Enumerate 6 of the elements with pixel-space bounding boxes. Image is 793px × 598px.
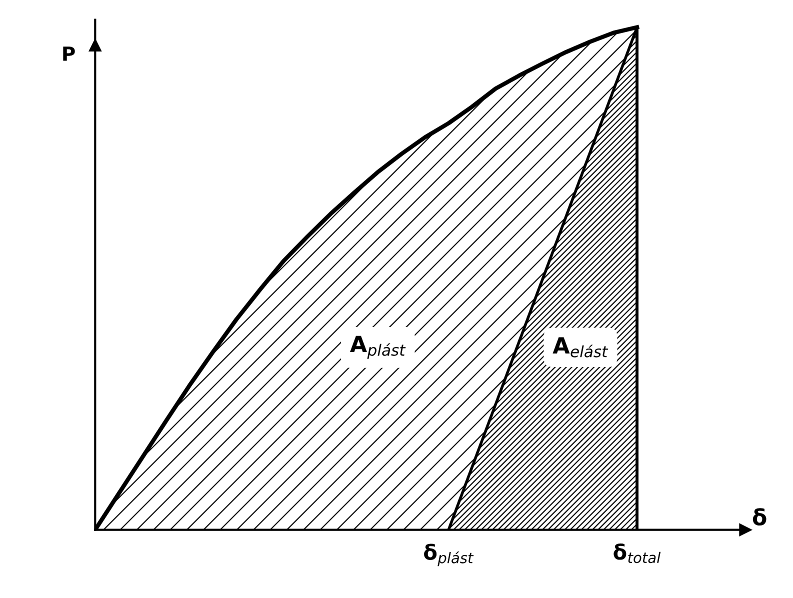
x-axis-title: δ bbox=[752, 508, 766, 526]
annotation: A$_{elást}$ bbox=[552, 337, 608, 358]
annotation: A$_{plást}$ bbox=[350, 336, 406, 359]
y-axis-title: P bbox=[63, 46, 75, 61]
x-tick-label: δ$_{total}$ bbox=[614, 544, 661, 564]
x-tick-label: δ$_{plást}$ bbox=[424, 544, 474, 566]
